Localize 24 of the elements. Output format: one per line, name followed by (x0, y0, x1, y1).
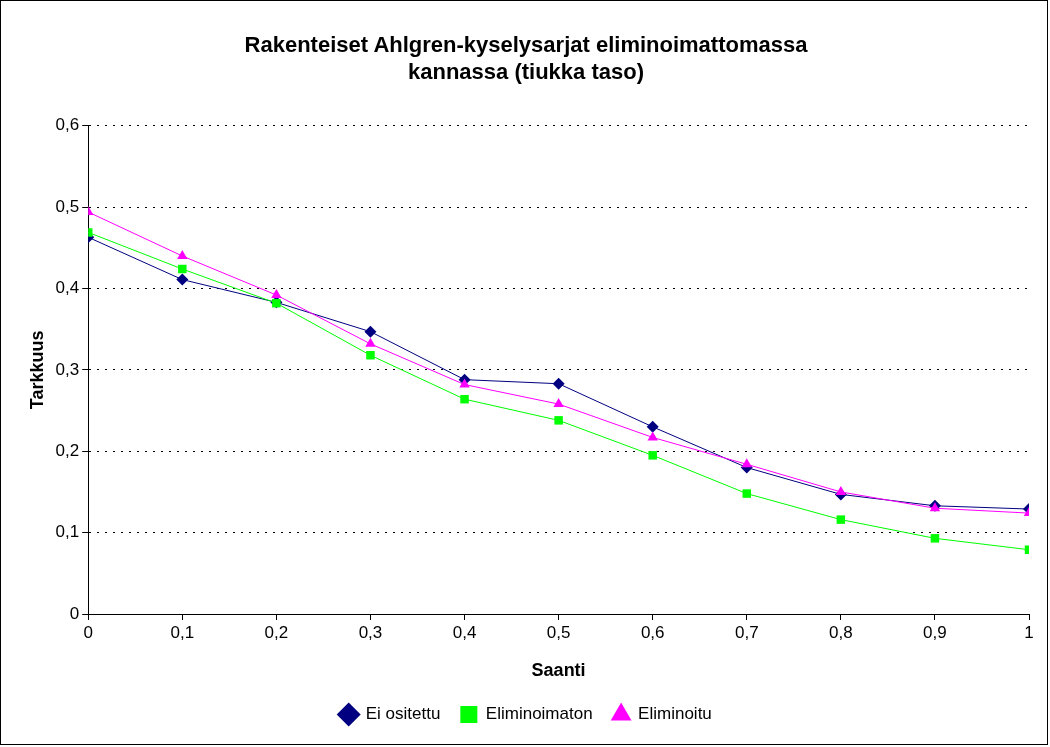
y-tick-label: 0,2 (55, 440, 80, 460)
legend-label: Eliminoitu (638, 704, 712, 724)
x-tick-label: 0,1 (170, 622, 195, 642)
x-tick-label: 0,3 (358, 622, 383, 642)
x-axis-title: Saanti (531, 660, 586, 681)
y-tick-label: 0 (69, 603, 80, 623)
y-tick-label: 0,5 (55, 196, 80, 216)
y-tick-label: 0,3 (55, 359, 80, 379)
y-tick-label: 0,6 (55, 115, 80, 135)
y-tick-label: 0,4 (55, 278, 80, 298)
legend-label: Ei ositettu (365, 704, 441, 724)
x-tick-label: 0,8 (829, 622, 853, 642)
y-axis-title: Tarkkuus (26, 330, 47, 410)
x-tick-label: 0,6 (640, 622, 665, 642)
x-tick-label: 0,4 (452, 622, 477, 642)
x-tick-label: 0,2 (264, 622, 289, 642)
x-tick-label: 0,9 (923, 622, 947, 642)
x-tick-label: 0,7 (734, 622, 759, 642)
x-tick-label: 0,5 (546, 622, 571, 642)
chart-title: Rakenteiset Ahlgren-kyselysarjat eliminoimattomassa kannassa (tiukka taso) (244, 32, 809, 84)
y-tick-label: 0,1 (55, 522, 80, 542)
x-tick-label: 1 (1024, 622, 1034, 642)
legend-label: Eliminoimaton (485, 704, 593, 724)
x-tick-label: 0 (83, 622, 93, 642)
